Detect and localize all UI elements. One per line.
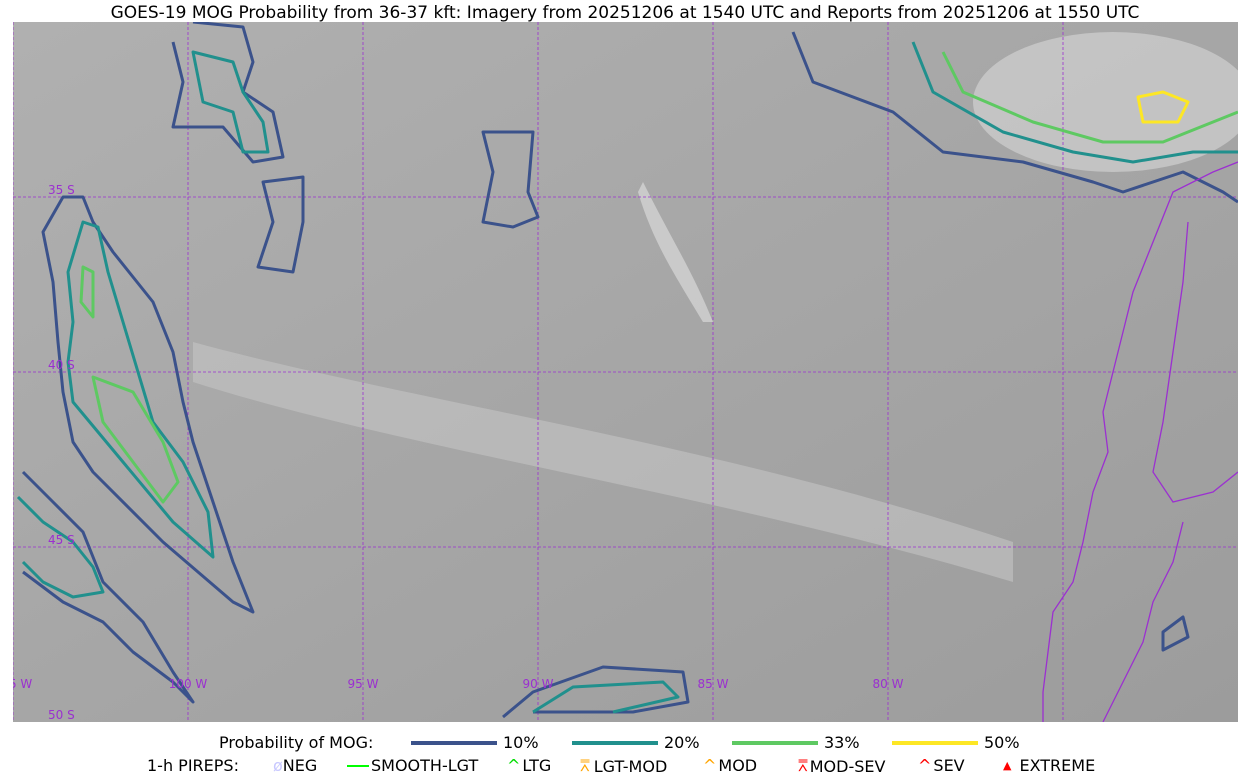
latitude-label: 45 S	[48, 533, 75, 547]
swatch-10pct	[411, 740, 497, 745]
contour-10pct	[21, 470, 195, 704]
legend-item-33pct: 33%	[732, 733, 860, 752]
legend-item-50pct: 50%	[892, 733, 1020, 752]
legend-label: MOD-SEV	[809, 756, 886, 776]
legend-label: EXTREME	[1019, 756, 1096, 775]
contour-20pct	[532, 680, 680, 714]
double-caret-icon: ^	[918, 756, 932, 775]
legend-item-20pct: 20%	[572, 733, 700, 752]
neg-circle-icon: ø	[273, 756, 283, 775]
legend-label: SMOOTH-LGT	[371, 756, 479, 775]
cloud-band	[638, 182, 713, 322]
filled-triangle-icon: ▲	[1003, 759, 1012, 772]
legend-label: 10%	[503, 733, 539, 752]
contour-10pct	[481, 130, 540, 229]
contour-10pct	[41, 195, 255, 614]
longitude-label: 100 W	[169, 677, 208, 691]
swatch-20pct	[572, 740, 658, 745]
legend-label: 50%	[984, 733, 1020, 752]
contour-20pct	[191, 50, 270, 154]
swatch-33pct	[732, 740, 818, 745]
caret-bar-icon: ⩞	[580, 756, 590, 775]
longitude-label: 95 W	[348, 677, 379, 691]
pirep-neg: ø NEG	[273, 756, 317, 775]
contour-10pct	[502, 665, 690, 719]
caret-icon: ^	[507, 756, 521, 775]
prob-legend-label: Probability of MOG:	[219, 733, 374, 752]
contour-10pct	[256, 175, 305, 274]
contour-33pct	[91, 375, 180, 504]
contour-10pct	[1161, 615, 1190, 652]
cloud-band	[193, 342, 1013, 582]
satellite-map: 105 W 100 W 95 W 90 W 85 W 80 W 35 S 40 S 45 S 50…	[13, 22, 1238, 722]
longitude-label: 90 W	[523, 677, 554, 691]
caret-icon: ^	[703, 756, 717, 775]
contour-50pct	[1136, 90, 1190, 124]
legend-label: NEG	[282, 756, 318, 775]
longitude-label: 85 W	[698, 677, 729, 691]
legend-label: MOD	[718, 756, 758, 775]
legend-label: 33%	[824, 733, 860, 752]
legend-label: LTG	[522, 756, 552, 775]
pirep-mod-sev: ⩞ MOD-SEV	[798, 756, 885, 776]
pirep-lgt-mod: ⩞ LGT-MOD	[580, 756, 667, 776]
latitude-label: 35 S	[48, 183, 75, 197]
figure-title: GOES-19 MOG Probability from 36-37 kft: …	[110, 3, 1140, 23]
pirep-smooth-lgt: SMOOTH-LGT	[347, 756, 478, 775]
contour-10pct	[791, 31, 1238, 204]
legend-item-10pct: 10%	[411, 733, 539, 752]
contour-33pct	[941, 51, 1238, 144]
contour-20pct	[911, 41, 1238, 164]
latitude-label: 40 S	[48, 358, 75, 372]
pirep-ltg: ^ LTG	[507, 756, 551, 775]
pirep-mod: ^ MOD	[703, 756, 757, 775]
pirep-sev: ^ SEV	[918, 756, 965, 775]
contour-10pct	[171, 22, 285, 164]
longitude-label: 80 W	[873, 677, 904, 691]
swatch-50pct	[892, 740, 978, 745]
contour-33pct	[79, 265, 95, 319]
coastline-south-america	[1042, 161, 1238, 722]
contour-20pct	[66, 220, 215, 559]
line-icon	[347, 764, 369, 767]
latitude-label: 50 S	[48, 708, 75, 722]
pirep-extreme: ▲ EXTREME	[1003, 756, 1095, 775]
double-caret-bar-icon: ⩞	[798, 756, 808, 775]
legend-label: 20%	[664, 733, 700, 752]
pirep-legend-label: 1-h PIREPS:	[147, 756, 239, 775]
legend-label: SEV	[933, 756, 965, 775]
legend-label: LGT-MOD	[593, 756, 668, 776]
contour-20pct	[16, 495, 105, 599]
longitude-label: 105 W	[13, 677, 32, 691]
